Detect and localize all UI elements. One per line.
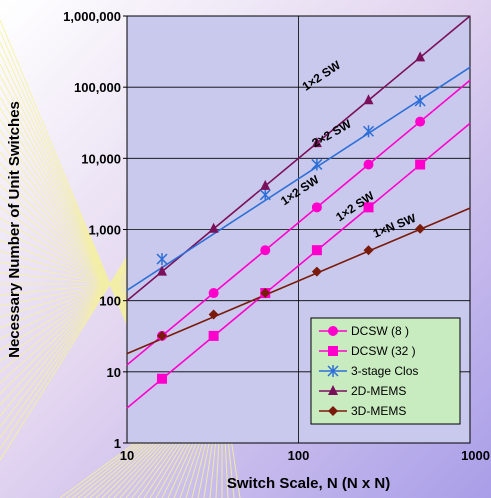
data-point <box>208 222 219 233</box>
legend-item: DCSW (8 ) <box>319 324 409 338</box>
legend: DCSW (8 ) DCSW (32 ) 3-stage Clos 2D-MEMS 3D… <box>310 317 461 425</box>
data-point <box>311 266 322 277</box>
series-3 <box>157 51 426 276</box>
data-point <box>415 116 426 127</box>
legend-item: 3D-MEMS <box>319 404 406 418</box>
data-point <box>311 137 322 148</box>
x-tick-label: 10 <box>120 448 134 463</box>
legend-label: 3-stage Clos <box>351 364 418 378</box>
y-axis-ticks: 1 10 100 1,000 10,000 100,000 1,000,000 <box>63 9 127 451</box>
y-tick-label: 10,000 <box>81 151 121 166</box>
data-point <box>311 202 322 213</box>
legend-label: DCSW (32 ) <box>351 344 416 358</box>
trend-line <box>126 122 471 409</box>
y-tick-label: 100 <box>99 294 121 309</box>
data-point <box>311 245 322 256</box>
trend-line <box>126 207 471 355</box>
data-point <box>208 330 219 341</box>
trend-line <box>126 79 471 366</box>
data-point <box>259 188 271 201</box>
data-point <box>363 159 374 170</box>
data-point <box>363 245 374 256</box>
data-point <box>157 373 168 384</box>
y-tick-label: 1,000 <box>88 223 121 238</box>
legend-item: 2D-MEMS <box>319 384 406 398</box>
y-axis-title: Necessary Number of Unit Switches <box>6 101 23 358</box>
y-tick-label: 10 <box>107 365 121 380</box>
data-point <box>208 309 219 320</box>
legend-marker <box>328 346 338 356</box>
data-point <box>362 125 375 138</box>
legend-marker <box>328 326 338 336</box>
data-point <box>414 94 426 107</box>
data-point <box>208 288 219 299</box>
data-point <box>156 253 168 266</box>
data-point <box>363 202 374 213</box>
data-point <box>363 94 374 105</box>
y-tick-label: 1,000,000 <box>63 9 121 24</box>
x-tick-label: 100 <box>288 448 310 463</box>
x-tick-label: 1000 <box>461 448 490 463</box>
data-point <box>157 330 168 341</box>
data-point <box>260 288 271 299</box>
data-point <box>311 158 323 171</box>
trend-line <box>126 66 471 291</box>
data-point <box>157 265 168 276</box>
legend-marker <box>328 406 338 416</box>
data-point <box>260 179 271 190</box>
x-axis-title: Switch Scale, N (N x N) <box>227 475 390 492</box>
legend-item: DCSW (32 ) <box>319 344 416 358</box>
series-4 <box>157 223 426 341</box>
legend-label: 2D-MEMS <box>351 384 406 398</box>
legend-label: 3D-MEMS <box>351 404 406 418</box>
data-point <box>260 245 271 256</box>
trend-lines <box>126 15 471 409</box>
y-tick-label: 100,000 <box>74 80 121 95</box>
x-axis-ticks: 10 100 1000 <box>120 448 490 463</box>
legend-label: DCSW (8 ) <box>351 324 409 338</box>
data-point <box>415 159 426 170</box>
data-point <box>415 223 426 234</box>
series-2 <box>156 94 426 266</box>
data-point <box>415 51 426 62</box>
legend-marker <box>328 385 338 395</box>
legend-marker <box>327 365 339 377</box>
legend-item: 3-stage Clos <box>319 364 418 378</box>
y-tick-label: 1 <box>114 436 121 451</box>
data-series <box>156 51 426 384</box>
